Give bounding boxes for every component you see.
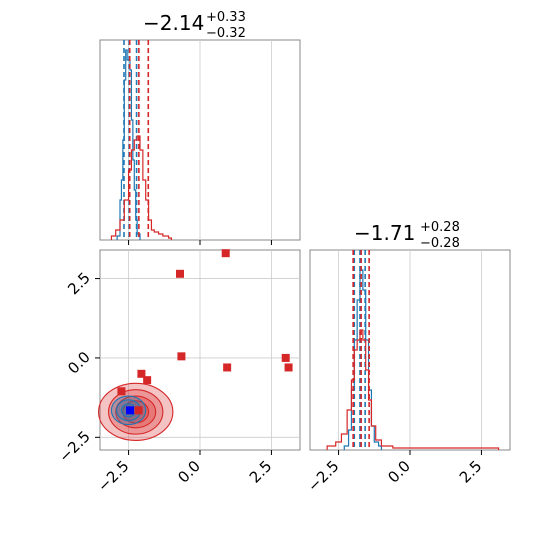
- title-1-main: −2.14: [143, 11, 204, 35]
- title-2-sub: −0.28: [420, 236, 460, 251]
- red-marker: [284, 363, 293, 372]
- red-marker: [117, 387, 126, 396]
- y-tick-label: 0.0: [64, 348, 94, 378]
- x-tick-label: 0.0: [384, 457, 414, 487]
- histogram-2-title: −1.71: [354, 221, 415, 245]
- x-tick-label: 0.0: [174, 457, 204, 487]
- histogram-1-title: −2.14: [143, 11, 204, 35]
- x-tick-label: 2.5: [456, 457, 486, 487]
- histogram-panel-2: −1.71 +0.28 −0.28 −2.5 0.0 2.5: [304, 220, 511, 495]
- title-2-sup: +0.28: [420, 220, 460, 235]
- y-tick-label: −2.5: [55, 427, 93, 465]
- red-marker: [281, 353, 290, 362]
- x-tick-label: −2.5: [94, 457, 132, 495]
- red-marker: [137, 369, 146, 378]
- title-1-sub: −0.32: [206, 26, 246, 41]
- red-marker: [221, 249, 230, 258]
- red-marker: [134, 406, 143, 415]
- hist-step-red: [326, 329, 500, 450]
- x-tick-label: 2.5: [246, 457, 276, 487]
- red-marker: [223, 363, 232, 372]
- blue-marker: [126, 406, 134, 415]
- x-tick-label: −2.5: [304, 457, 342, 495]
- scatter-panel: −2.5 0.0 2.5 −2.5 0.0 2.5: [55, 249, 301, 495]
- title-1-sup: +0.33: [206, 10, 246, 25]
- histogram-panel-1: −2.14 +0.33 −0.32: [99, 10, 301, 245]
- red-marker: [176, 269, 184, 278]
- hist-step-blue: [343, 269, 383, 450]
- title-2-main: −1.71: [354, 221, 415, 245]
- y-tick-label: 2.5: [64, 269, 94, 299]
- red-marker: [143, 376, 152, 385]
- hist-step-red: [110, 135, 173, 240]
- red-marker: [177, 352, 186, 361]
